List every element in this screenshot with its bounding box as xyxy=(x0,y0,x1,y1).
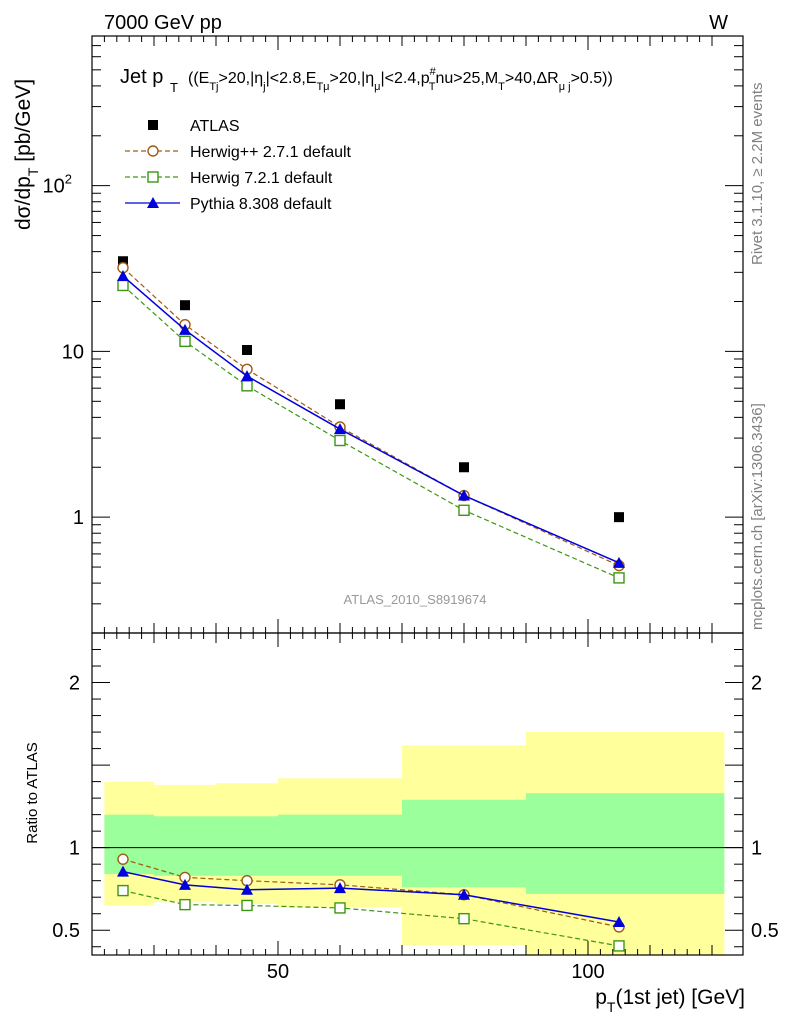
ratio-y-tick-label: 2 xyxy=(69,673,80,695)
series-line xyxy=(122,890,620,947)
ratio-y-tick-label-right: 1 xyxy=(751,838,762,860)
x-tick-label: 50 xyxy=(267,961,289,983)
data-point xyxy=(117,853,129,865)
legend: ATLAS Herwig++ 2.7.1 default Herwig 7.2.1 … xyxy=(125,118,352,213)
data-point xyxy=(613,915,625,927)
data-point xyxy=(334,423,346,435)
series-line xyxy=(122,267,620,567)
y-tick-label: 1 xyxy=(73,507,84,529)
plot-title-sub: T xyxy=(170,80,178,95)
y-axis-label: dσ/dpT [pb/GeV] xyxy=(12,79,41,230)
plot-title: Jet p T ((ETj>20,|ηj|<2.8,ETμ>20,|ημ|<2.… xyxy=(120,66,613,95)
inner-band-bin xyxy=(154,816,216,876)
ratio-y-tick-label-right: 0.5 xyxy=(751,920,779,942)
ratio-plot-border xyxy=(91,632,744,956)
plot-title-main: Jet p xyxy=(120,66,163,88)
data-point xyxy=(458,888,470,900)
data-point xyxy=(458,489,470,501)
x-tick-label: 100 xyxy=(571,961,604,983)
inner-band-bin xyxy=(278,814,402,876)
legend-marker xyxy=(147,197,159,208)
data-point xyxy=(614,512,624,523)
legend-label: Herwig 7.2.1 default xyxy=(190,170,333,187)
data-point xyxy=(179,898,191,911)
data-point xyxy=(117,865,129,877)
data-point xyxy=(459,462,469,473)
data-point xyxy=(117,270,129,282)
data-point xyxy=(458,504,470,516)
data-point xyxy=(180,300,190,311)
data-point xyxy=(613,556,625,568)
ratio-plot-frame: 0.5 0.5 1 1 2 2 50 100 xyxy=(52,632,779,983)
data-point xyxy=(117,279,129,292)
legend-label: Herwig++ 2.7.1 default xyxy=(190,144,352,161)
legend-marker xyxy=(148,120,158,130)
watermark: ATLAS_2010_S8919674 xyxy=(344,592,487,607)
energy-label: 7000 GeV pp xyxy=(104,12,222,34)
rivet-label: Rivet 3.1.10, ≥ 2.2M events xyxy=(749,83,766,266)
source-label: mcplots.cern.ch [arXiv:1306.3436] xyxy=(749,403,766,630)
data-point xyxy=(117,884,129,897)
legend-marker xyxy=(147,171,159,183)
ratio-y-axis-label: Ratio to ATLAS xyxy=(24,742,41,843)
main-plot-frame: 1 10 102 xyxy=(43,35,744,634)
data-point xyxy=(613,572,625,584)
data-point xyxy=(613,940,625,952)
data-point xyxy=(458,912,470,925)
y-tick-label: 10 xyxy=(62,341,84,363)
series-line xyxy=(122,275,620,564)
data-point xyxy=(241,883,253,895)
series-line xyxy=(122,870,620,923)
inner-band-bin xyxy=(216,816,278,876)
series-line xyxy=(122,858,620,928)
data-point xyxy=(179,323,191,335)
legend-label: ATLAS xyxy=(190,118,240,135)
ratio-y-tick-label: 1 xyxy=(69,838,80,860)
ratio-plot-series xyxy=(117,853,625,952)
ratio-y-tick-label: 0.5 xyxy=(52,920,80,942)
x-axis-label: pT(1st jet) [GeV] xyxy=(595,986,745,1015)
data-point xyxy=(118,256,128,267)
process-label: W xyxy=(709,12,728,34)
inner-band-bin xyxy=(402,799,526,888)
plot-title-cuts: ((ETj>20,|ηj|<2.8,ETμ>20,|ημ|<2.4,p# Tnu>… xyxy=(188,66,613,93)
ratio-uncertainty-bands xyxy=(104,732,725,955)
ratio-y-tick-label-right: 2 xyxy=(751,673,762,695)
inner-band-bin xyxy=(104,814,154,875)
data-point xyxy=(334,902,346,914)
data-point xyxy=(179,878,191,890)
data-point xyxy=(241,899,253,912)
y-tick-label: 102 xyxy=(43,172,72,198)
inner-band-bin xyxy=(526,793,725,894)
data-point xyxy=(241,370,253,382)
data-point xyxy=(241,380,253,392)
series-line xyxy=(122,285,620,579)
main-plot-series xyxy=(117,256,625,584)
data-point xyxy=(179,335,191,348)
legend-label: Pythia 8.308 default xyxy=(190,196,332,213)
data-point xyxy=(334,882,346,894)
data-point xyxy=(335,399,345,410)
legend-marker xyxy=(147,145,159,157)
data-point xyxy=(334,434,346,447)
data-point xyxy=(242,344,252,355)
